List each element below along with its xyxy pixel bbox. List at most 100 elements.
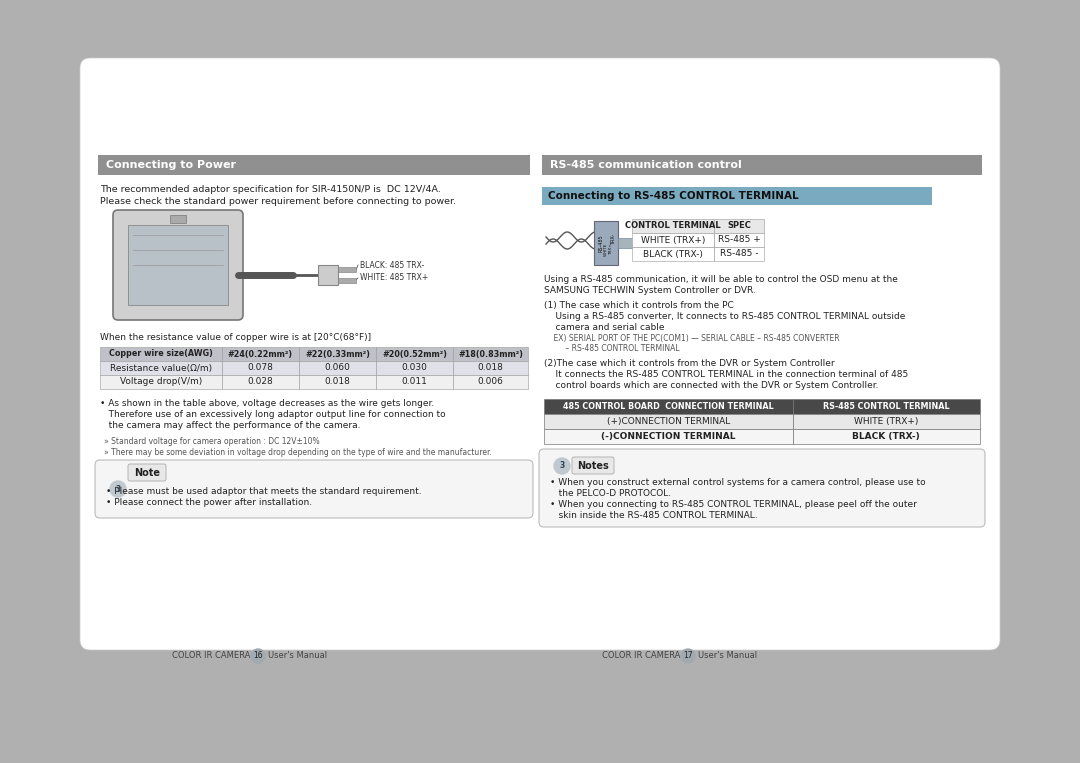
Circle shape [554, 458, 570, 474]
Text: 0.011: 0.011 [402, 378, 428, 387]
Bar [542, 187, 932, 205]
Text: #22(0.33mm²): #22(0.33mm²) [305, 349, 370, 359]
Bar [793, 414, 980, 429]
Text: CONTROL TERMINAL: CONTROL TERMINAL [625, 221, 720, 230]
Bar [376, 347, 454, 361]
Text: 0.018: 0.018 [325, 378, 351, 387]
FancyBboxPatch shape [113, 210, 243, 320]
Text: 0.060: 0.060 [325, 363, 351, 372]
Text: WHITE: 485 TRX+: WHITE: 485 TRX+ [360, 273, 429, 282]
Text: 0.028: 0.028 [247, 378, 273, 387]
Text: EX) SERIAL PORT OF THE PC(COM1) — SERIAL CABLE – RS-485 CONVERTER: EX) SERIAL PORT OF THE PC(COM1) — SERIAL… [544, 334, 839, 343]
Text: – RS-485 CONTROL TERMINAL: – RS-485 CONTROL TERMINAL [544, 344, 679, 353]
Text: the PELCO-D PROTOCOL.: the PELCO-D PROTOCOL. [550, 489, 671, 498]
Text: • Please connect the power after installation.: • Please connect the power after install… [106, 498, 312, 507]
FancyBboxPatch shape [572, 457, 615, 474]
Bar [222, 375, 299, 389]
Bar [299, 375, 376, 389]
Text: RS-485 CONTROL TERMINAL: RS-485 CONTROL TERMINAL [823, 402, 949, 411]
Bar [454, 375, 528, 389]
Text: User's Manual: User's Manual [698, 652, 757, 661]
Text: It connects the RS-485 CONTROL TERMINAL in the connection terminal of 485: It connects the RS-485 CONTROL TERMINAL … [544, 370, 908, 379]
Bar [544, 414, 793, 429]
Text: » There may be some deviation in voltage drop depending on the type of wire and : » There may be some deviation in voltage… [104, 448, 491, 457]
Text: User's Manual: User's Manual [268, 652, 327, 661]
Text: the camera may affect the performance of the camera.: the camera may affect the performance of… [100, 421, 361, 430]
Text: RS-485 +: RS-485 + [717, 236, 760, 244]
Bar [299, 347, 376, 361]
Bar [129, 225, 228, 305]
Text: WHITE (TRX+): WHITE (TRX+) [854, 417, 918, 426]
Text: control boards which are connected with the DVR or System Controller.: control boards which are connected with … [544, 381, 878, 390]
Bar [632, 233, 714, 247]
Text: 0.006: 0.006 [477, 378, 503, 387]
Bar [170, 215, 186, 223]
Text: COLOR IR CAMERA: COLOR IR CAMERA [602, 652, 680, 661]
Text: Therefore use of an excessively long adaptor output line for connection to: Therefore use of an excessively long ada… [100, 410, 446, 419]
Text: #18(0.83mm²): #18(0.83mm²) [458, 349, 523, 359]
Bar [632, 247, 714, 261]
Bar [594, 221, 618, 265]
Text: skin inside the RS-485 CONTROL TERMINAL.: skin inside the RS-485 CONTROL TERMINAL. [550, 511, 758, 520]
Text: Using a RS-485 converter, It connects to RS-485 CONTROL TERMINAL outside: Using a RS-485 converter, It connects to… [544, 312, 905, 321]
Text: Using a RS-485 communication, it will be able to control the OSD menu at the: Using a RS-485 communication, it will be… [544, 275, 897, 284]
Text: BLACK (TRX-): BLACK (TRX-) [643, 250, 703, 259]
Bar [454, 361, 528, 375]
Bar [708, 235, 718, 251]
Text: SAMSUNG TECHWIN System Controller or DVR.: SAMSUNG TECHWIN System Controller or DVR… [544, 286, 756, 295]
Text: (1) The case which it controls from the PC: (1) The case which it controls from the … [544, 301, 733, 310]
Bar [100, 361, 222, 375]
Text: » Standard voltage for camera operation : DC 12V±10%: » Standard voltage for camera operation … [104, 437, 320, 446]
Text: RS-485: RS-485 [598, 234, 604, 252]
Text: 3: 3 [116, 485, 121, 494]
Text: #24(0.22mm²): #24(0.22mm²) [228, 349, 293, 359]
Text: 0.078: 0.078 [247, 363, 273, 372]
Text: camera and serial cable: camera and serial cable [544, 323, 664, 332]
Bar [714, 247, 764, 261]
Text: 17: 17 [684, 652, 692, 661]
Text: BLACK: 485 TRX-: BLACK: 485 TRX- [360, 260, 424, 269]
Text: 0.018: 0.018 [477, 363, 503, 372]
Bar [98, 155, 530, 175]
Text: Connecting to Power: Connecting to Power [106, 160, 237, 170]
Text: RS-485 -: RS-485 - [719, 250, 758, 259]
FancyBboxPatch shape [80, 58, 1000, 650]
Bar [714, 233, 764, 247]
Bar [542, 155, 982, 175]
Text: (+)CONNECTION TERMINAL: (+)CONNECTION TERMINAL [607, 417, 730, 426]
Text: BLACK (TRX-): BLACK (TRX-) [852, 432, 920, 441]
Bar [222, 361, 299, 375]
Text: WHITE
TRX+: WHITE TRX+ [604, 243, 612, 256]
Bar [544, 429, 793, 444]
Bar [299, 361, 376, 375]
Text: 16: 16 [253, 652, 262, 661]
Bar [222, 347, 299, 361]
Bar [454, 347, 528, 361]
Text: Note: Note [134, 468, 160, 478]
Text: Resistance value(Ω/m): Resistance value(Ω/m) [110, 363, 212, 372]
Text: • Please must be used adaptor that meets the standard requirement.: • Please must be used adaptor that meets… [106, 487, 421, 496]
Text: TRX-: TRX- [610, 233, 616, 245]
Bar [100, 347, 222, 361]
Text: 485 CONTROL BOARD  CONNECTION TERMINAL: 485 CONTROL BOARD CONNECTION TERMINAL [563, 402, 773, 411]
Bar [376, 361, 454, 375]
Bar [544, 399, 793, 414]
Text: #20(0.52mm²): #20(0.52mm²) [382, 349, 447, 359]
Bar [318, 265, 338, 285]
Text: WHITE (TRX+): WHITE (TRX+) [640, 236, 705, 244]
Text: The recommended adaptor specification for SIR-4150N/P is  DC 12V/4A.: The recommended adaptor specification fo… [100, 185, 441, 194]
Text: Voltage drop(V/m): Voltage drop(V/m) [120, 378, 202, 387]
Bar [100, 375, 222, 389]
Text: RS-485 communication control: RS-485 communication control [550, 160, 742, 170]
Circle shape [251, 649, 265, 663]
Bar [793, 429, 980, 444]
Text: COLOR IR CAMERA: COLOR IR CAMERA [172, 652, 249, 661]
Bar [338, 267, 356, 272]
Text: • When you connecting to RS-485 CONTROL TERMINAL, please peel off the outer: • When you connecting to RS-485 CONTROL … [550, 500, 917, 509]
Text: When the resistance value of copper wire is at [20°C(68°F)]: When the resistance value of copper wire… [100, 333, 372, 342]
Bar [793, 399, 980, 414]
FancyBboxPatch shape [95, 460, 534, 518]
Text: • As shown in the table above, voltage decreases as the wire gets longer.: • As shown in the table above, voltage d… [100, 399, 434, 408]
FancyBboxPatch shape [539, 449, 985, 527]
Bar [338, 278, 356, 283]
